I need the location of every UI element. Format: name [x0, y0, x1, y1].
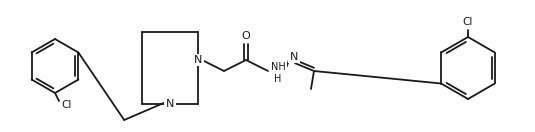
Text: N: N: [194, 55, 202, 65]
Text: N: N: [290, 52, 298, 62]
Text: NH
H: NH H: [271, 62, 285, 84]
Text: O: O: [242, 31, 250, 41]
Text: N: N: [166, 99, 174, 109]
Text: Cl: Cl: [463, 17, 473, 27]
Text: Cl: Cl: [62, 100, 72, 110]
